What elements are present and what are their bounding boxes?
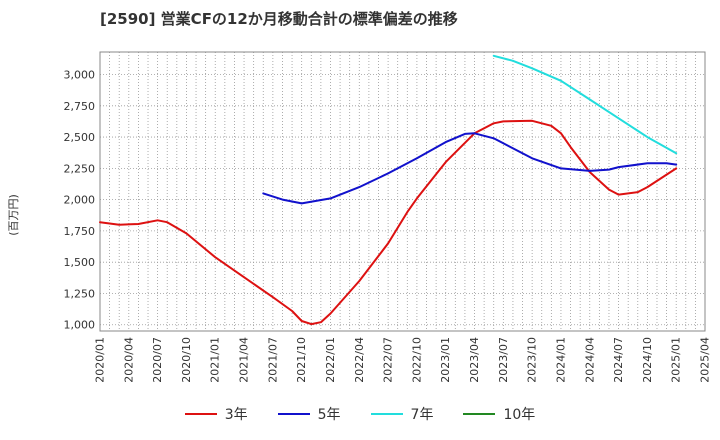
legend-swatch — [277, 413, 310, 415]
x-tick-label: 2023/07 — [497, 337, 510, 383]
x-tick-label: 2024/04 — [583, 337, 596, 383]
legend: 3年 5年 7年 10年 — [0, 402, 720, 426]
legend-item: 5年 — [277, 404, 341, 424]
legend-label: 10年 — [503, 407, 536, 423]
x-tick-label: 2022/01 — [324, 337, 337, 383]
x-tick-label: 2020/10 — [180, 337, 193, 383]
series-lines — [99, 54, 678, 326]
x-axis-ticks: 2020/01 2020/04 2020/07 2020/10 2021/01 2021/… — [94, 337, 712, 383]
x-tick-label: 2021/04 — [238, 337, 251, 383]
x-tick-label: 2020/07 — [151, 337, 164, 383]
x-tick-label: 2024/10 — [641, 337, 654, 383]
x-tick-label: 2022/10 — [410, 337, 423, 383]
x-tick-label: 2022/07 — [382, 337, 395, 383]
series-line-5年 — [262, 132, 678, 205]
x-tick-label: 2021/01 — [209, 337, 222, 383]
y-tick-label: 1,000 — [64, 319, 96, 332]
legend-label: 5年 — [317, 407, 341, 423]
x-tick-label: 2020/01 — [94, 337, 107, 383]
y-tick-label: 3,000 — [64, 69, 96, 82]
grid — [99, 52, 706, 331]
y-tick-label: 2,000 — [64, 194, 96, 207]
x-tick-label: 2021/10 — [295, 337, 308, 383]
x-tick-label: 2021/07 — [266, 337, 279, 383]
x-tick-label: 2023/10 — [526, 337, 539, 383]
x-tick-label: 2024/07 — [612, 337, 625, 383]
x-tick-label: 2025/04 — [699, 337, 712, 383]
y-tick-label: 1,500 — [64, 256, 96, 269]
legend-label: 7年 — [410, 407, 434, 423]
chart-title: [2590] 営業CFの12か月移動合計の標準偏差の推移 — [100, 10, 458, 28]
y-tick-label: 1,250 — [64, 287, 96, 300]
y-axis-ticks: 1,000 1,250 1,500 1,750 2,000 2,250 2,500 2,750… — [64, 69, 96, 332]
x-tick-label: 2020/04 — [122, 337, 135, 383]
y-tick-label: 2,750 — [64, 100, 96, 113]
legend-item: 7年 — [370, 404, 434, 424]
plot-frame — [99, 51, 706, 332]
x-tick-label: 2025/01 — [670, 337, 683, 383]
series-line-7年 — [492, 54, 678, 155]
y-tick-label: 1,750 — [64, 225, 96, 238]
y-tick-label: 2,250 — [64, 162, 96, 175]
x-tick-label: 2022/04 — [353, 337, 366, 383]
x-tick-label: 2023/01 — [439, 337, 452, 383]
x-tick-label: 2023/04 — [468, 337, 481, 383]
x-tick-label: 2024/01 — [554, 337, 567, 383]
legend-swatch — [370, 413, 403, 415]
y-tick-label: 2,500 — [64, 131, 96, 144]
series-line-3年 — [99, 119, 678, 326]
legend-swatch — [184, 413, 217, 415]
legend-item: 10年 — [463, 404, 535, 424]
legend-item: 3年 — [184, 404, 248, 424]
legend-swatch — [463, 413, 496, 415]
legend-label: 3年 — [224, 407, 248, 423]
